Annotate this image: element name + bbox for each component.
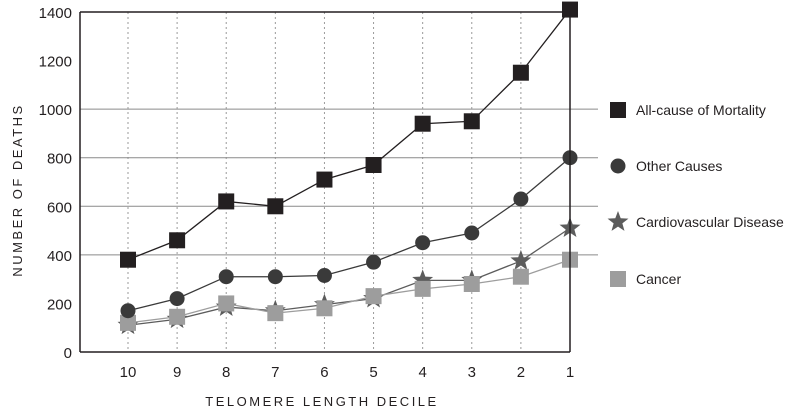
x-tick-label: 6 — [320, 364, 328, 381]
data-point — [267, 269, 283, 285]
data-point — [218, 193, 235, 210]
y-tick-label: 1400 — [39, 5, 72, 22]
data-point — [120, 251, 136, 268]
y-tick-label: 0 — [64, 345, 72, 362]
x-tick-label: 9 — [173, 364, 181, 381]
data-point — [120, 303, 136, 319]
legend-item-cancer: Cancer — [610, 271, 681, 287]
legend-label: All-cause of Mortality — [636, 102, 766, 118]
data-point — [412, 269, 434, 290]
x-tick-label: 2 — [517, 364, 525, 381]
legend-item-other-causes: Other Causes — [610, 158, 722, 174]
grid — [80, 12, 598, 352]
x-tick-label: 3 — [468, 364, 476, 381]
data-point — [415, 235, 431, 251]
y-tick-label: 800 — [47, 151, 72, 168]
data-point — [316, 268, 332, 283]
data-point — [218, 269, 234, 285]
data-point — [169, 291, 185, 307]
data-point — [169, 232, 186, 249]
legend-item-cardiovascular-disease: Cardiovascular Disease — [607, 211, 784, 231]
data-point — [512, 268, 529, 285]
data-point — [463, 113, 480, 130]
series-line — [127, 157, 571, 312]
data-point — [510, 249, 532, 270]
series-cancer — [120, 251, 578, 331]
data-point — [365, 157, 382, 173]
data-point — [169, 308, 186, 325]
data-point — [267, 305, 284, 322]
data-point — [512, 64, 529, 81]
series-line — [127, 259, 571, 324]
data-point — [366, 254, 382, 270]
x-tick-label: 4 — [418, 364, 426, 381]
x-tick-label: 7 — [271, 364, 279, 381]
legend-marker — [610, 102, 626, 118]
x-tick-label: 1 — [566, 364, 574, 381]
series-cardiovascular-disease — [117, 217, 581, 335]
legend-label: Cancer — [636, 271, 681, 287]
data-point — [463, 276, 480, 292]
data-point — [267, 198, 284, 215]
legend-label: Cardiovascular Disease — [636, 214, 784, 230]
data-point — [464, 225, 480, 241]
x-tick-label: 5 — [369, 364, 377, 381]
data-point — [120, 314, 136, 331]
y-axis-title: NUMBER OF DEATHS — [10, 103, 25, 276]
axes — [79, 11, 571, 353]
legend-marker — [607, 211, 629, 231]
legend-item-all-cause-of-mortality: All-cause of Mortality — [610, 102, 766, 118]
data-point — [316, 300, 333, 317]
y-tick-label: 1000 — [39, 102, 72, 119]
x-tick-label: 10 — [120, 364, 137, 381]
data-point — [414, 115, 431, 132]
x-axis-title: TELOMERE LENGTH DECILE — [205, 394, 438, 409]
data-point — [365, 288, 382, 305]
y-tick-label: 400 — [47, 248, 72, 265]
legend-marker — [610, 271, 626, 287]
series-line — [127, 227, 571, 326]
series-all-cause-of-mortality — [120, 1, 578, 268]
data-point — [414, 280, 431, 297]
y-tick-label: 200 — [47, 296, 72, 313]
data-point — [316, 171, 333, 188]
x-tick-label: 8 — [222, 364, 230, 381]
y-tick-label: 600 — [47, 199, 72, 216]
legend-label: Other Causes — [636, 158, 722, 174]
legend-marker — [610, 158, 626, 174]
tick-labels: 0 200 400 600 800 1000 1200 1400 10 9 8 7 6 5 4 3 2 1 — [39, 5, 575, 381]
legend: All-cause of Mortality Other Causes Cardio… — [607, 102, 784, 287]
series-layer — [117, 1, 581, 335]
data-point — [562, 1, 578, 18]
data-point — [513, 191, 529, 207]
series-other-causes — [120, 150, 578, 319]
y-tick-label: 1200 — [39, 54, 72, 71]
data-point — [218, 295, 235, 312]
series-line — [127, 9, 571, 261]
